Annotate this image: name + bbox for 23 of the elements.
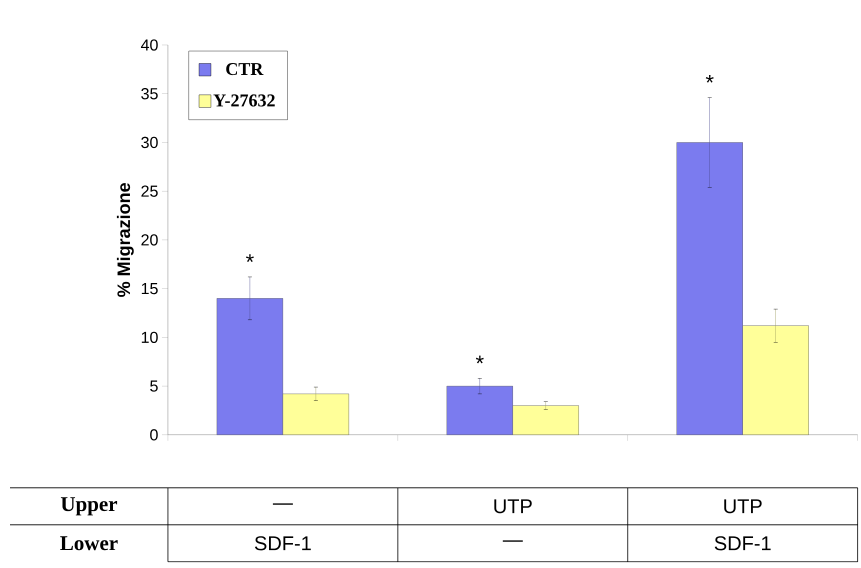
y-tick-label: 35 [141, 88, 158, 100]
y-tick-label: 5 [150, 380, 158, 392]
y-tick-label: 0 [150, 429, 158, 441]
annotation: * [246, 254, 254, 262]
y-tick-label: 25 [141, 186, 158, 197]
y-tick-label: 10 [142, 332, 158, 344]
text: UTP [724, 499, 762, 514]
legend-label: CTR [226, 63, 264, 76]
text: SDF-1 [714, 536, 771, 550]
text: UTP [494, 499, 532, 514]
y-tick-label: 15 [142, 283, 158, 294]
legend-label: Y-27632 [213, 94, 275, 107]
text: — [272, 504, 293, 505]
text: Upper [60, 497, 118, 516]
annotation: * [476, 356, 484, 364]
y-tick-label: 20 [141, 234, 158, 246]
text: SDF-1 [254, 536, 311, 550]
text: — [502, 540, 523, 542]
text: Lower [60, 536, 118, 550]
y-tick-label: 40 [140, 39, 158, 51]
y-tick-label: 30 [141, 136, 158, 148]
annotation: * [706, 75, 714, 83]
y-axis-title: % Migrazione [116, 183, 134, 298]
